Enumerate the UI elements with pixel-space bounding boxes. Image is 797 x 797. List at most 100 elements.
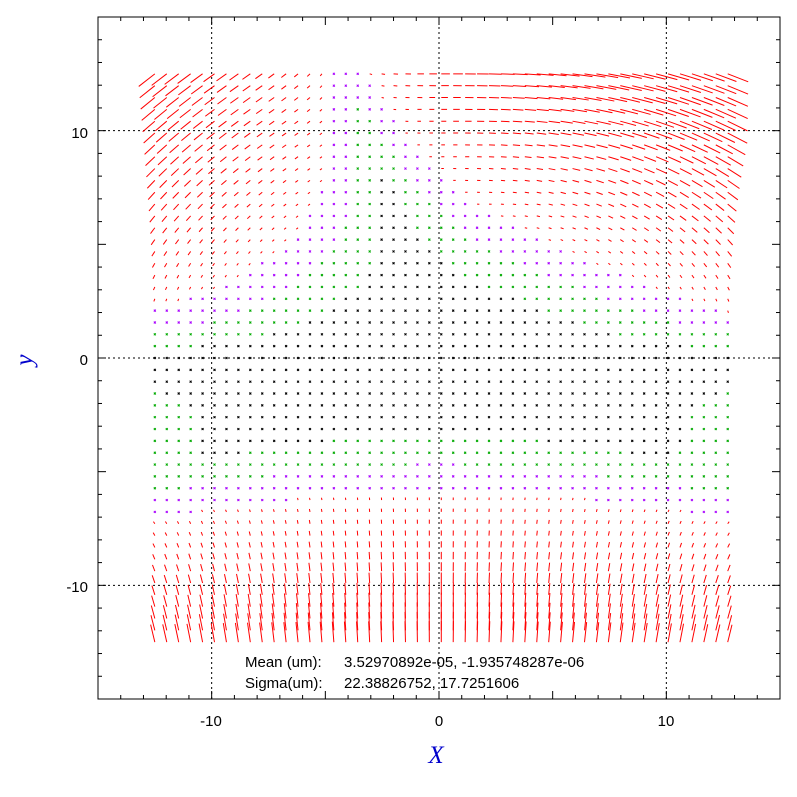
field-marker (153, 380, 157, 384)
field-marker (177, 332, 181, 336)
field-marker (296, 356, 300, 360)
field-marker (714, 356, 718, 360)
field-marker (201, 297, 204, 301)
field-vector (679, 531, 682, 536)
field-vector (560, 612, 563, 631)
field-vector (536, 530, 538, 536)
field-marker (583, 368, 586, 372)
field-marker (630, 356, 634, 360)
field-marker (714, 439, 718, 443)
field-marker (583, 344, 586, 348)
field-marker (618, 415, 622, 419)
field-marker (559, 332, 562, 336)
field-marker (392, 463, 395, 466)
field-marker (607, 321, 610, 324)
field-marker (690, 392, 694, 395)
field-vector (691, 227, 698, 233)
field-vector (655, 274, 659, 278)
field-marker (487, 486, 491, 490)
field-marker (404, 392, 407, 395)
field-marker (248, 380, 252, 384)
field-marker (678, 439, 682, 443)
field-marker (559, 427, 562, 431)
field-vector (224, 262, 227, 266)
field-vector (216, 85, 227, 93)
field-marker (427, 439, 431, 443)
field-vector (146, 168, 156, 178)
field-marker (237, 285, 240, 289)
field-vector (296, 583, 299, 595)
field-vector (500, 582, 503, 595)
field-vector (295, 179, 299, 183)
field-vector (212, 262, 215, 267)
field-vector (548, 97, 564, 100)
field-vector (727, 73, 749, 83)
field-vector (212, 553, 215, 560)
field-vector (319, 168, 323, 171)
field-vector (272, 541, 275, 548)
field-marker (344, 309, 348, 312)
field-vector (332, 562, 335, 572)
field-marker (487, 427, 491, 431)
field-marker (499, 309, 503, 312)
field-marker (439, 415, 443, 419)
field-marker (225, 285, 228, 289)
field-vector (583, 562, 587, 572)
field-marker (690, 356, 694, 360)
field-vector (155, 132, 168, 143)
field-marker (356, 108, 360, 111)
field-vector (198, 227, 203, 233)
field-marker (714, 463, 718, 466)
field-vector (727, 605, 732, 619)
field-marker (272, 297, 276, 301)
field-marker (416, 285, 419, 289)
field-marker (607, 380, 610, 384)
field-marker (284, 380, 288, 384)
field-vector (727, 554, 731, 560)
field-marker (260, 285, 264, 289)
field-vector (268, 108, 275, 114)
field-marker (332, 143, 336, 147)
field-vector (162, 614, 168, 631)
field-marker (237, 380, 240, 384)
field-vector (572, 179, 580, 183)
field-marker (153, 321, 157, 324)
field-vector (306, 73, 311, 77)
field-marker (595, 285, 598, 289)
field-vector (679, 623, 685, 643)
field-marker (439, 273, 443, 277)
field-marker (607, 486, 610, 490)
field-marker (439, 238, 443, 241)
field-marker (201, 380, 204, 384)
field-vector (572, 132, 585, 136)
field-vector (236, 573, 239, 584)
field-vector (691, 532, 694, 536)
field-vector (691, 553, 695, 560)
field-vector (655, 239, 661, 244)
field-vector (536, 215, 541, 218)
field-vector (667, 542, 671, 548)
field-marker (511, 250, 515, 253)
field-vector (332, 552, 335, 560)
field-marker (726, 510, 730, 514)
field-vector (596, 85, 617, 90)
field-vector (151, 263, 156, 268)
field-marker (248, 392, 252, 395)
field-vector (572, 227, 576, 230)
field-vector (256, 120, 263, 126)
field-marker (272, 368, 276, 372)
field-marker (666, 332, 670, 336)
field-marker (189, 404, 192, 407)
field-marker (248, 285, 252, 289)
field-marker (356, 250, 360, 253)
field-vector (548, 85, 565, 88)
field-marker (189, 392, 192, 395)
field-vector (234, 215, 239, 220)
field-vector (607, 622, 612, 643)
field-vector (608, 144, 621, 149)
field-vector (667, 203, 676, 209)
field-vector (223, 573, 227, 584)
field-vector (524, 73, 541, 76)
field-vector (703, 108, 725, 119)
field-vector (691, 120, 713, 130)
